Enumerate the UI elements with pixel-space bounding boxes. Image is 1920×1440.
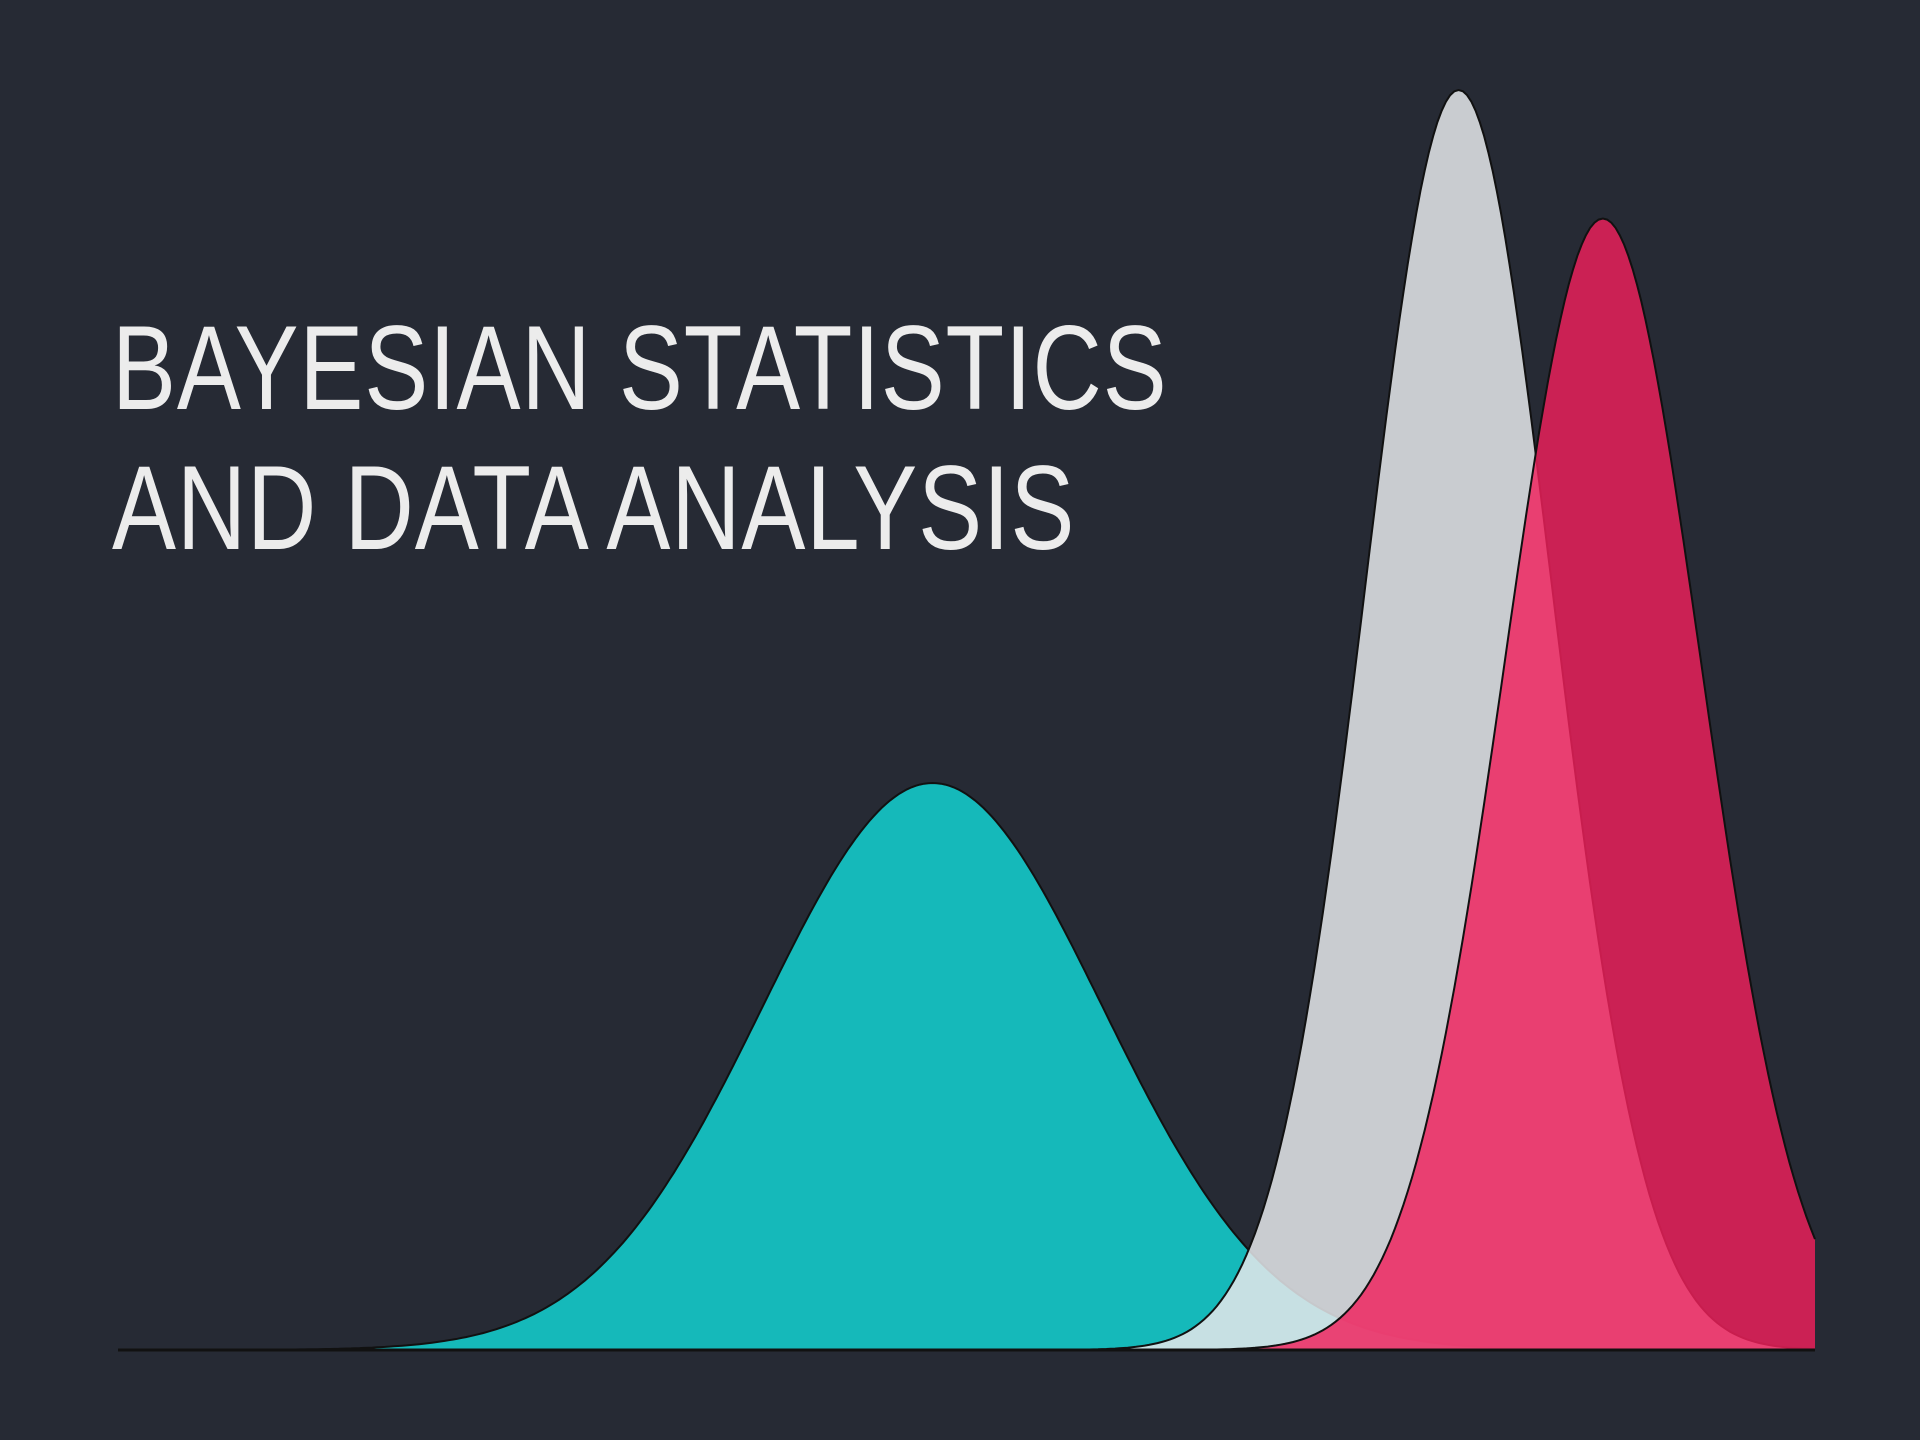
distribution-3-area bbox=[118, 218, 1815, 1350]
distribution-2-area bbox=[118, 90, 1815, 1350]
distribution-1-area bbox=[118, 783, 1815, 1350]
title-line-2: AND DATA ANALYSIS bbox=[112, 441, 1076, 575]
title-line-1: BAYESIAN STATISTICS bbox=[112, 301, 1168, 435]
